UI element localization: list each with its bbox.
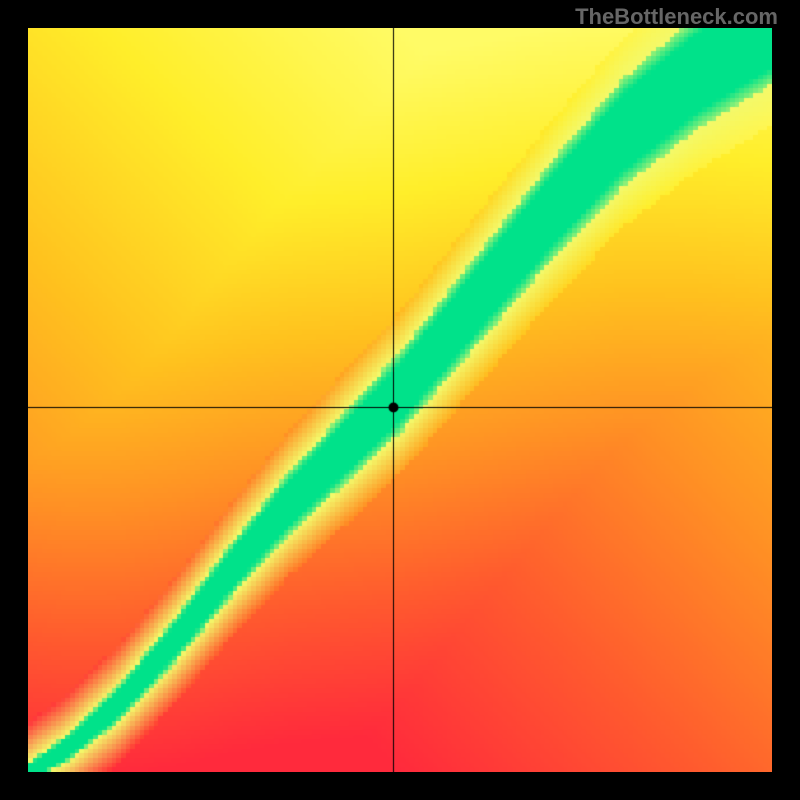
heatmap-canvas [28,28,772,772]
watermark-text: TheBottleneck.com [575,4,778,30]
heatmap-plot [28,28,772,772]
